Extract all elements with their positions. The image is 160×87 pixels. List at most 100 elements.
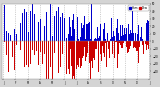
Bar bbox=[117, 41, 118, 68]
Bar bbox=[30, 41, 31, 64]
Bar bbox=[71, 36, 72, 41]
Bar bbox=[67, 35, 68, 41]
Bar bbox=[28, 32, 29, 41]
Bar bbox=[36, 41, 37, 51]
Bar bbox=[74, 29, 75, 41]
Bar bbox=[140, 37, 141, 41]
Bar bbox=[78, 39, 79, 41]
Bar bbox=[20, 41, 21, 50]
Bar bbox=[46, 12, 47, 41]
Bar bbox=[97, 27, 98, 41]
Bar bbox=[78, 41, 79, 67]
Bar bbox=[90, 41, 91, 79]
Bar bbox=[107, 33, 108, 41]
Bar bbox=[120, 25, 121, 41]
Bar bbox=[54, 41, 55, 53]
Bar bbox=[14, 29, 15, 41]
Bar bbox=[145, 41, 146, 44]
Bar bbox=[62, 13, 63, 41]
Bar bbox=[119, 41, 120, 43]
Bar bbox=[120, 41, 121, 45]
Bar bbox=[147, 41, 148, 45]
Bar bbox=[84, 16, 85, 41]
Bar bbox=[7, 41, 8, 51]
Bar bbox=[146, 23, 147, 41]
Bar bbox=[129, 41, 130, 49]
Bar bbox=[54, 16, 55, 41]
Bar bbox=[130, 41, 131, 46]
Bar bbox=[103, 29, 104, 41]
Bar bbox=[56, 11, 57, 41]
Bar bbox=[104, 23, 105, 41]
Bar bbox=[74, 41, 75, 79]
Bar bbox=[107, 41, 108, 42]
Bar bbox=[101, 41, 102, 61]
Bar bbox=[96, 39, 97, 41]
Bar bbox=[26, 12, 27, 41]
Bar bbox=[24, 41, 25, 67]
Bar bbox=[142, 39, 143, 41]
Bar bbox=[147, 20, 148, 41]
Bar bbox=[68, 34, 69, 41]
Bar bbox=[14, 41, 15, 70]
Bar bbox=[137, 34, 138, 41]
Bar bbox=[15, 41, 16, 43]
Bar bbox=[106, 41, 107, 67]
Bar bbox=[116, 28, 117, 41]
Bar bbox=[43, 34, 44, 41]
Bar bbox=[23, 41, 24, 43]
Bar bbox=[103, 41, 104, 53]
Bar bbox=[99, 36, 100, 41]
Bar bbox=[129, 34, 130, 41]
Bar bbox=[12, 41, 13, 57]
Bar bbox=[112, 41, 113, 54]
Bar bbox=[8, 41, 9, 72]
Bar bbox=[66, 38, 67, 41]
Bar bbox=[6, 31, 7, 41]
Bar bbox=[138, 41, 139, 62]
Bar bbox=[105, 39, 106, 41]
Bar bbox=[123, 35, 124, 41]
Bar bbox=[83, 41, 84, 56]
Bar bbox=[4, 41, 5, 42]
Bar bbox=[64, 18, 65, 41]
Bar bbox=[132, 5, 133, 41]
Bar bbox=[70, 41, 71, 49]
Bar bbox=[4, 5, 5, 41]
Bar bbox=[58, 7, 59, 41]
Bar bbox=[38, 22, 39, 41]
Bar bbox=[11, 4, 12, 41]
Bar bbox=[127, 41, 128, 53]
Bar bbox=[136, 41, 137, 52]
Bar bbox=[92, 41, 93, 68]
Bar bbox=[68, 41, 69, 69]
Bar bbox=[82, 41, 83, 58]
Bar bbox=[135, 33, 136, 41]
Bar bbox=[118, 33, 119, 41]
Bar bbox=[146, 41, 147, 50]
Bar bbox=[39, 14, 40, 41]
Bar bbox=[27, 41, 28, 71]
Bar bbox=[22, 13, 23, 41]
Bar bbox=[31, 11, 32, 41]
Bar bbox=[35, 18, 36, 41]
Bar bbox=[95, 41, 96, 49]
Bar bbox=[113, 31, 114, 41]
Bar bbox=[60, 41, 61, 67]
Bar bbox=[121, 41, 122, 48]
Bar bbox=[96, 41, 97, 49]
Bar bbox=[6, 41, 7, 55]
Bar bbox=[76, 41, 77, 69]
Bar bbox=[118, 41, 119, 54]
Bar bbox=[133, 33, 134, 41]
Bar bbox=[55, 41, 56, 72]
Bar bbox=[10, 35, 11, 41]
Bar bbox=[72, 41, 73, 79]
Bar bbox=[72, 20, 73, 41]
Bar bbox=[100, 41, 101, 54]
Bar bbox=[16, 41, 17, 45]
Bar bbox=[55, 38, 56, 41]
Bar bbox=[38, 41, 39, 66]
Bar bbox=[44, 26, 45, 41]
Bar bbox=[34, 14, 35, 41]
